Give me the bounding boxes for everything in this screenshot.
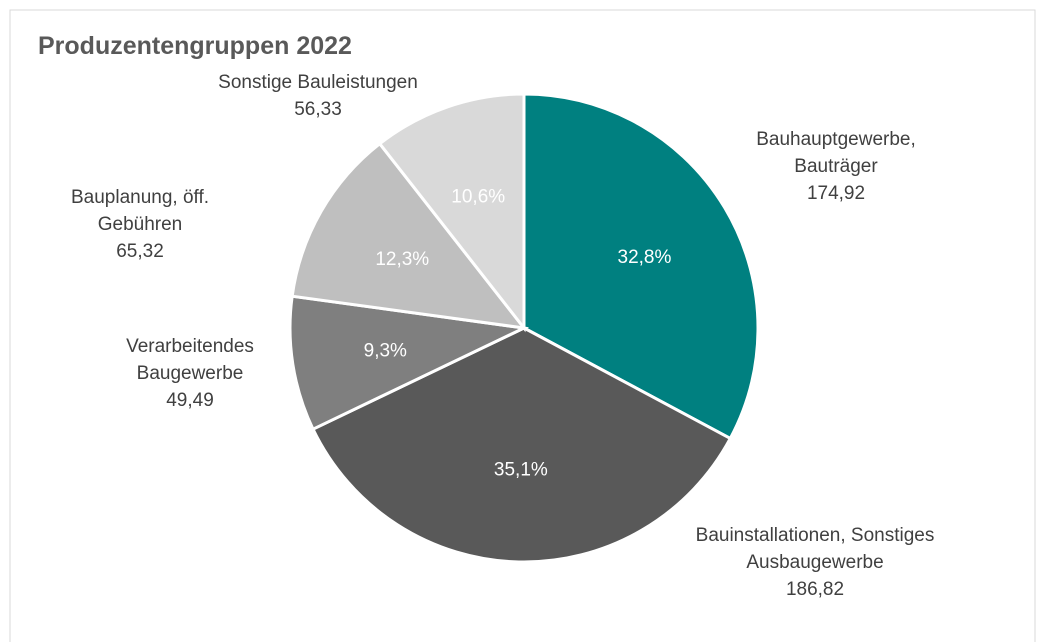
value-label: 174,92 [807,183,865,204]
percent-label: 35,1% [494,459,548,480]
category-label: Bauinstallationen, Sonstiges Ausbaugewerb… [696,525,935,573]
pie-slice [290,141,528,330]
percent-label: 9,3% [364,341,407,362]
pie-slice [311,326,733,564]
value-label: 186,82 [786,579,844,600]
percent-label: 10,6% [451,186,505,207]
pie-slice [377,92,526,333]
category-label: Sonstige Bauleistungen [218,72,418,93]
category-label: Bauhauptgewerbe, Bauträger [756,129,916,177]
percent-label: 12,3% [375,249,429,270]
value-label: 49,49 [166,390,214,411]
chart-title: Produzentengruppen 2022 [38,32,352,60]
value-label: 56,33 [294,99,342,120]
category-label: Verarbeitendes Baugewerbe [126,336,254,384]
percent-label: 32,8% [618,247,672,268]
value-label: 65,32 [116,241,164,262]
pie-slice [288,294,530,432]
category-label: Bauplanung, öff. Gebühren [71,187,209,235]
pie-slice [522,92,760,441]
